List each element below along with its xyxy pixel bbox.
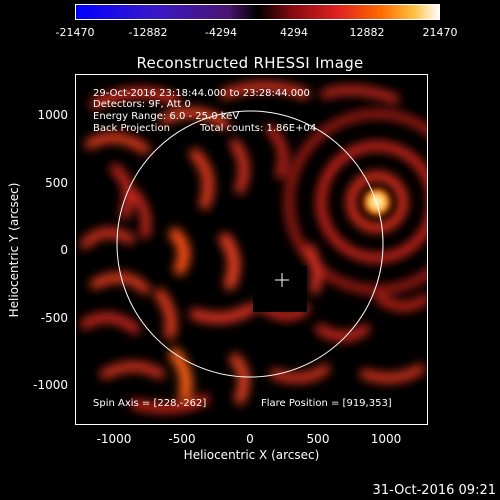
colorbar-tick: -21470 bbox=[55, 26, 95, 39]
plot-title: Reconstructed RHESSI Image bbox=[136, 54, 364, 72]
x-tick-label: -500 bbox=[168, 432, 196, 446]
colorbar-tick: 4294 bbox=[280, 26, 308, 39]
colorbar bbox=[75, 4, 440, 20]
y-tick-label: -1000 bbox=[33, 378, 68, 392]
y-tick-label: 0 bbox=[60, 243, 68, 257]
rhessi-image bbox=[75, 74, 428, 425]
timestamp: 31-Oct-2016 09:21 bbox=[372, 483, 496, 498]
info-spin-axis: Spin Axis = [228,-262] bbox=[93, 398, 207, 409]
x-tick-label: 1000 bbox=[370, 432, 402, 446]
y-axis-label: Heliocentric Y (arcsec) bbox=[7, 182, 21, 318]
info-energy-range: Energy Range: 6.0 - 25.0 keV bbox=[93, 111, 240, 122]
info-detectors: Detectors: 9F, Att 0 bbox=[93, 99, 191, 110]
info-time-range: 29-Oct-2016 23:18:44.000 to 23:28:44.000 bbox=[93, 88, 310, 99]
colorbar-gradient bbox=[76, 5, 439, 19]
x-tick-label: -1000 bbox=[96, 432, 132, 446]
solar-limb bbox=[116, 110, 384, 378]
info-method: Back Projection bbox=[93, 123, 170, 134]
colorbar-tick: 21470 bbox=[422, 26, 458, 39]
info-total-counts: Total counts: 1.86E+04 bbox=[200, 123, 317, 134]
y-tick-label: -500 bbox=[40, 311, 68, 325]
colorbar-tick: 12882 bbox=[349, 26, 385, 39]
colorbar-tick: -12882 bbox=[128, 26, 168, 39]
flare-source bbox=[361, 186, 393, 218]
colorbar-tick: -4294 bbox=[205, 26, 237, 39]
info-flare-position: Flare Position = [919,353] bbox=[261, 398, 392, 409]
x-axis-label: Heliocentric X (arcsec) bbox=[183, 448, 320, 462]
x-tick-label: 500 bbox=[306, 432, 330, 446]
spin-axis-marker bbox=[275, 273, 289, 287]
x-tick-label: 0 bbox=[246, 432, 254, 446]
y-tick-label: 1000 bbox=[37, 108, 68, 122]
y-tick-label: 500 bbox=[45, 176, 68, 190]
center-mask bbox=[253, 266, 307, 312]
